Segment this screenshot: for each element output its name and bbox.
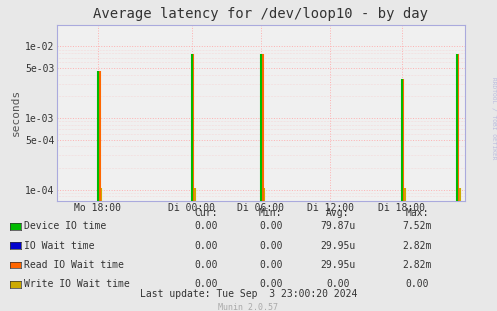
Y-axis label: seconds: seconds (11, 89, 21, 136)
Text: 0.00: 0.00 (326, 279, 350, 289)
Text: 0.00: 0.00 (194, 241, 218, 251)
Text: 0.00: 0.00 (259, 221, 283, 231)
Text: 29.95u: 29.95u (321, 260, 355, 270)
Text: IO Wait time: IO Wait time (24, 241, 94, 251)
Text: 0.00: 0.00 (259, 279, 283, 289)
Text: Min:: Min: (259, 208, 283, 218)
Text: 29.95u: 29.95u (321, 241, 355, 251)
Text: 0.00: 0.00 (194, 260, 218, 270)
Text: 0.00: 0.00 (406, 279, 429, 289)
Text: Last update: Tue Sep  3 23:00:20 2024: Last update: Tue Sep 3 23:00:20 2024 (140, 289, 357, 299)
Title: Average latency for /dev/loop10 - by day: Average latency for /dev/loop10 - by day (93, 7, 428, 21)
Text: 7.52m: 7.52m (403, 221, 432, 231)
Text: Read IO Wait time: Read IO Wait time (24, 260, 124, 270)
Text: 2.82m: 2.82m (403, 260, 432, 270)
Text: Munin 2.0.57: Munin 2.0.57 (219, 303, 278, 311)
Text: Write IO Wait time: Write IO Wait time (24, 279, 130, 289)
Text: 2.82m: 2.82m (403, 241, 432, 251)
Text: 0.00: 0.00 (194, 221, 218, 231)
Text: Avg:: Avg: (326, 208, 350, 218)
Text: 0.00: 0.00 (259, 260, 283, 270)
Text: Max:: Max: (406, 208, 429, 218)
Text: Device IO time: Device IO time (24, 221, 106, 231)
Text: Cur:: Cur: (194, 208, 218, 218)
Text: RRDTOOL / TOBI OETIKER: RRDTOOL / TOBI OETIKER (491, 77, 496, 160)
Text: 0.00: 0.00 (259, 241, 283, 251)
Text: 0.00: 0.00 (194, 279, 218, 289)
Text: 79.87u: 79.87u (321, 221, 355, 231)
